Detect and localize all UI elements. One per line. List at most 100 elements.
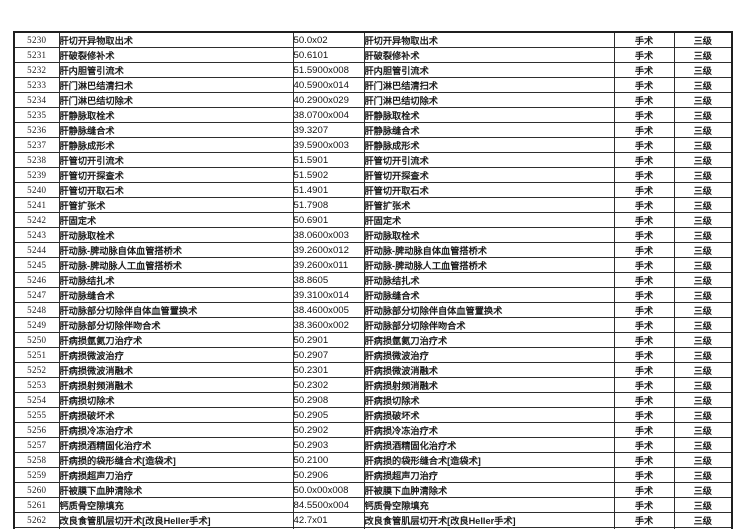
procedure-name-repeat-cell: 肝内胆管引流术 xyxy=(363,62,615,78)
category-cell: 手术 xyxy=(613,377,675,393)
table-row: 5239 肝管切开探查术 51.5902 肝管切开探查术 手术 三级 xyxy=(13,167,733,183)
procedure-name-repeat-cell: 肝静脉缝合术 xyxy=(363,122,615,138)
category-cell: 手术 xyxy=(613,31,675,48)
procedure-name-cell: 改良食管肌层切开术[改良Heller手术] xyxy=(58,512,294,528)
procedure-name-repeat-cell: 肝病损氩氦刀治疗术 xyxy=(363,332,615,348)
procedure-code-cell: 50.2907 xyxy=(292,347,365,363)
row-number-cell: 5261 xyxy=(13,497,60,513)
procedure-code-cell: 51.7908 xyxy=(292,197,365,213)
category-cell: 手术 xyxy=(613,212,675,228)
level-cell: 三级 xyxy=(673,62,733,78)
procedure-code-cell: 50.0x00x008 xyxy=(292,482,365,498)
level-cell: 三级 xyxy=(673,287,733,303)
procedure-name-repeat-cell: 肝静脉成形术 xyxy=(363,137,615,153)
category-cell: 手术 xyxy=(613,332,675,348)
procedure-name-repeat-cell: 肝病损射频消融术 xyxy=(363,377,615,393)
table-row: 5232 肝内胆管引流术 51.5900x008 肝内胆管引流术 手术 三级 xyxy=(13,62,733,78)
procedure-code-cell: 39.5900x003 xyxy=(292,137,365,153)
level-cell: 三级 xyxy=(673,92,733,108)
procedure-name-cell: 肝静脉缝合术 xyxy=(58,122,294,138)
level-cell: 三级 xyxy=(673,137,733,153)
category-cell: 手术 xyxy=(613,452,675,468)
category-cell: 手术 xyxy=(613,287,675,303)
procedure-name-repeat-cell: 肝管扩张术 xyxy=(363,197,615,213)
procedure-code-cell: 38.3600x002 xyxy=(292,317,365,333)
level-cell: 三级 xyxy=(673,167,733,183)
table-row: 5238 肝管切开引流术 51.5901 肝管切开引流术 手术 三级 xyxy=(13,152,733,168)
table-row: 5234 肝门淋巴结切除术 40.2900x029 肝门淋巴结切除术 手术 三级 xyxy=(13,92,733,108)
procedure-code-cell: 51.4901 xyxy=(292,182,365,198)
level-cell: 三级 xyxy=(673,392,733,408)
category-cell: 手术 xyxy=(613,47,675,63)
row-number-cell: 5250 xyxy=(13,332,60,348)
procedure-name-cell: 肝内胆管引流术 xyxy=(58,62,294,78)
table-row: 5237 肝静脉成形术 39.5900x003 肝静脉成形术 手术 三级 xyxy=(13,137,733,153)
table-row: 5259 肝病损超声刀治疗 50.2906 肝病损超声刀治疗 手术 三级 xyxy=(13,467,733,483)
procedure-name-repeat-cell: 肝切开异物取出术 xyxy=(363,31,615,48)
table-row: 5230 肝切开异物取出术 50.0x02 肝切开异物取出术 手术 三级 xyxy=(13,31,733,48)
row-number-cell: 5235 xyxy=(13,107,60,123)
level-cell: 三级 xyxy=(673,152,733,168)
procedure-name-repeat-cell: 肝管切开探查术 xyxy=(363,167,615,183)
row-number-cell: 5237 xyxy=(13,137,60,153)
category-cell: 手术 xyxy=(613,422,675,438)
table-row: 5248 肝动脉部分切除伴自体血管置换术 38.4600x005 肝动脉部分切除… xyxy=(13,302,733,318)
table-row: 5261 钙质骨空隙填充 84.5500x004 钙质骨空隙填充 手术 三级 xyxy=(13,497,733,513)
procedure-code-cell: 50.2901 xyxy=(292,332,365,348)
procedure-name-repeat-cell: 肝动脉缝合术 xyxy=(363,287,615,303)
row-number-cell: 5247 xyxy=(13,287,60,303)
level-cell: 三级 xyxy=(673,482,733,498)
level-cell: 三级 xyxy=(673,362,733,378)
category-cell: 手术 xyxy=(613,497,675,513)
table-row: 5246 肝动脉结扎术 38.8605 肝动脉结扎术 手术 三级 xyxy=(13,272,733,288)
table-row: 5233 肝门淋巴结清扫术 40.5900x014 肝门淋巴结清扫术 手术 三级 xyxy=(13,77,733,93)
level-cell: 三级 xyxy=(673,437,733,453)
row-number-cell: 5240 xyxy=(13,182,60,198)
category-cell: 手术 xyxy=(613,392,675,408)
row-number-cell: 5238 xyxy=(13,152,60,168)
table-row: 5257 肝病损酒精固化治疗术 50.2903 肝病损酒精固化治疗术 手术 三级 xyxy=(13,437,733,453)
procedure-table: 5230 肝切开异物取出术 50.0x02 肝切开异物取出术 手术 三级 523… xyxy=(13,31,733,529)
procedure-name-repeat-cell: 肝病损的袋形缝合术[造袋术] xyxy=(363,452,615,468)
procedure-code-cell: 42.7x01 xyxy=(292,512,365,528)
procedure-name-repeat-cell: 肝固定术 xyxy=(363,212,615,228)
procedure-code-cell: 51.5901 xyxy=(292,152,365,168)
procedure-code-cell: 50.2902 xyxy=(292,422,365,438)
level-cell: 三级 xyxy=(673,317,733,333)
row-number-cell: 5234 xyxy=(13,92,60,108)
level-cell: 三级 xyxy=(673,272,733,288)
level-cell: 三级 xyxy=(673,467,733,483)
level-cell: 三级 xyxy=(673,212,733,228)
procedure-code-cell: 50.2302 xyxy=(292,377,365,393)
procedure-code-cell: 50.0x02 xyxy=(292,31,365,48)
procedure-name-cell: 肝病损射频消融术 xyxy=(58,377,294,393)
level-cell: 三级 xyxy=(673,107,733,123)
procedure-name-cell: 肝动脉缝合术 xyxy=(58,287,294,303)
procedure-code-cell: 39.3207 xyxy=(292,122,365,138)
category-cell: 手术 xyxy=(613,152,675,168)
procedure-name-cell: 肝病损的袋形缝合术[造袋术] xyxy=(58,452,294,468)
procedure-code-cell: 50.2908 xyxy=(292,392,365,408)
row-number-cell: 5246 xyxy=(13,272,60,288)
procedure-name-cell: 肝病损切除术 xyxy=(58,392,294,408)
level-cell: 三级 xyxy=(673,347,733,363)
level-cell: 三级 xyxy=(673,302,733,318)
category-cell: 手术 xyxy=(613,362,675,378)
procedure-name-cell: 肝动脉-脾动脉自体血管搭桥术 xyxy=(58,242,294,258)
table-row: 5241 肝管扩张术 51.7908 肝管扩张术 手术 三级 xyxy=(13,197,733,213)
table-row: 5260 肝被膜下血肿清除术 50.0x00x008 肝被膜下血肿清除术 手术 … xyxy=(13,482,733,498)
procedure-name-repeat-cell: 肝被膜下血肿清除术 xyxy=(363,482,615,498)
category-cell: 手术 xyxy=(613,197,675,213)
procedure-name-repeat-cell: 肝病损破坏术 xyxy=(363,407,615,423)
procedure-name-cell: 钙质骨空隙填充 xyxy=(58,497,294,513)
level-cell: 三级 xyxy=(673,527,733,529)
level-cell: 三级 xyxy=(673,377,733,393)
procedure-code-cell: 38.0600x003 xyxy=(292,227,365,243)
procedure-name-repeat-cell: 肝病损酒精固化治疗术 xyxy=(363,437,615,453)
procedure-name-cell: 肝病损冷冻治疗术 xyxy=(58,422,294,438)
procedure-name-repeat-cell: 肝病损超声刀治疗 xyxy=(363,467,615,483)
row-number-cell: 5239 xyxy=(13,167,60,183)
category-cell: 手术 xyxy=(613,272,675,288)
level-cell: 三级 xyxy=(673,422,733,438)
procedure-name-cell: 肝动脉结扎术 xyxy=(58,272,294,288)
